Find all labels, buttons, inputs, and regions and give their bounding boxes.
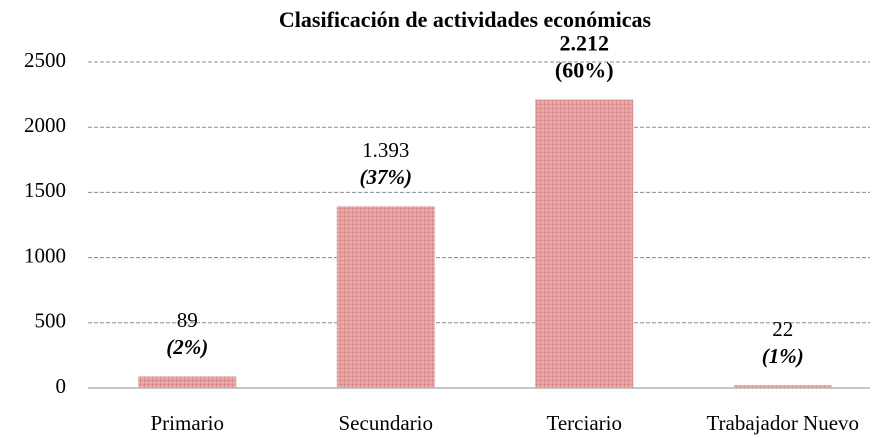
chart-title: Clasificación de actividades económicas <box>279 7 652 32</box>
y-tick-label: 0 <box>56 374 67 398</box>
x-tick-label: Secundario <box>339 411 433 435</box>
value-label: 89 <box>177 308 198 332</box>
value-label: 22 <box>772 317 793 341</box>
y-tick-label: 2000 <box>24 113 66 137</box>
value-label: 2.212 <box>560 31 610 56</box>
y-tick-label: 2500 <box>24 48 66 72</box>
percent-label: (60%) <box>555 58 614 83</box>
x-tick-label: Terciario <box>547 411 622 435</box>
bar <box>733 385 832 388</box>
percent-label: (1%) <box>762 344 804 368</box>
bar <box>535 99 634 388</box>
y-tick-label: 500 <box>35 309 67 333</box>
bar <box>138 376 237 388</box>
percent-label: (2%) <box>166 335 208 359</box>
value-label: 1.393 <box>362 138 409 162</box>
bar <box>336 206 435 388</box>
x-tick-label: Trabajador Nuevo <box>706 411 859 435</box>
percent-label: (37%) <box>360 165 412 189</box>
y-tick-label: 1500 <box>24 178 66 202</box>
x-tick-label: Primario <box>151 411 225 435</box>
y-tick-label: 1000 <box>24 243 66 267</box>
